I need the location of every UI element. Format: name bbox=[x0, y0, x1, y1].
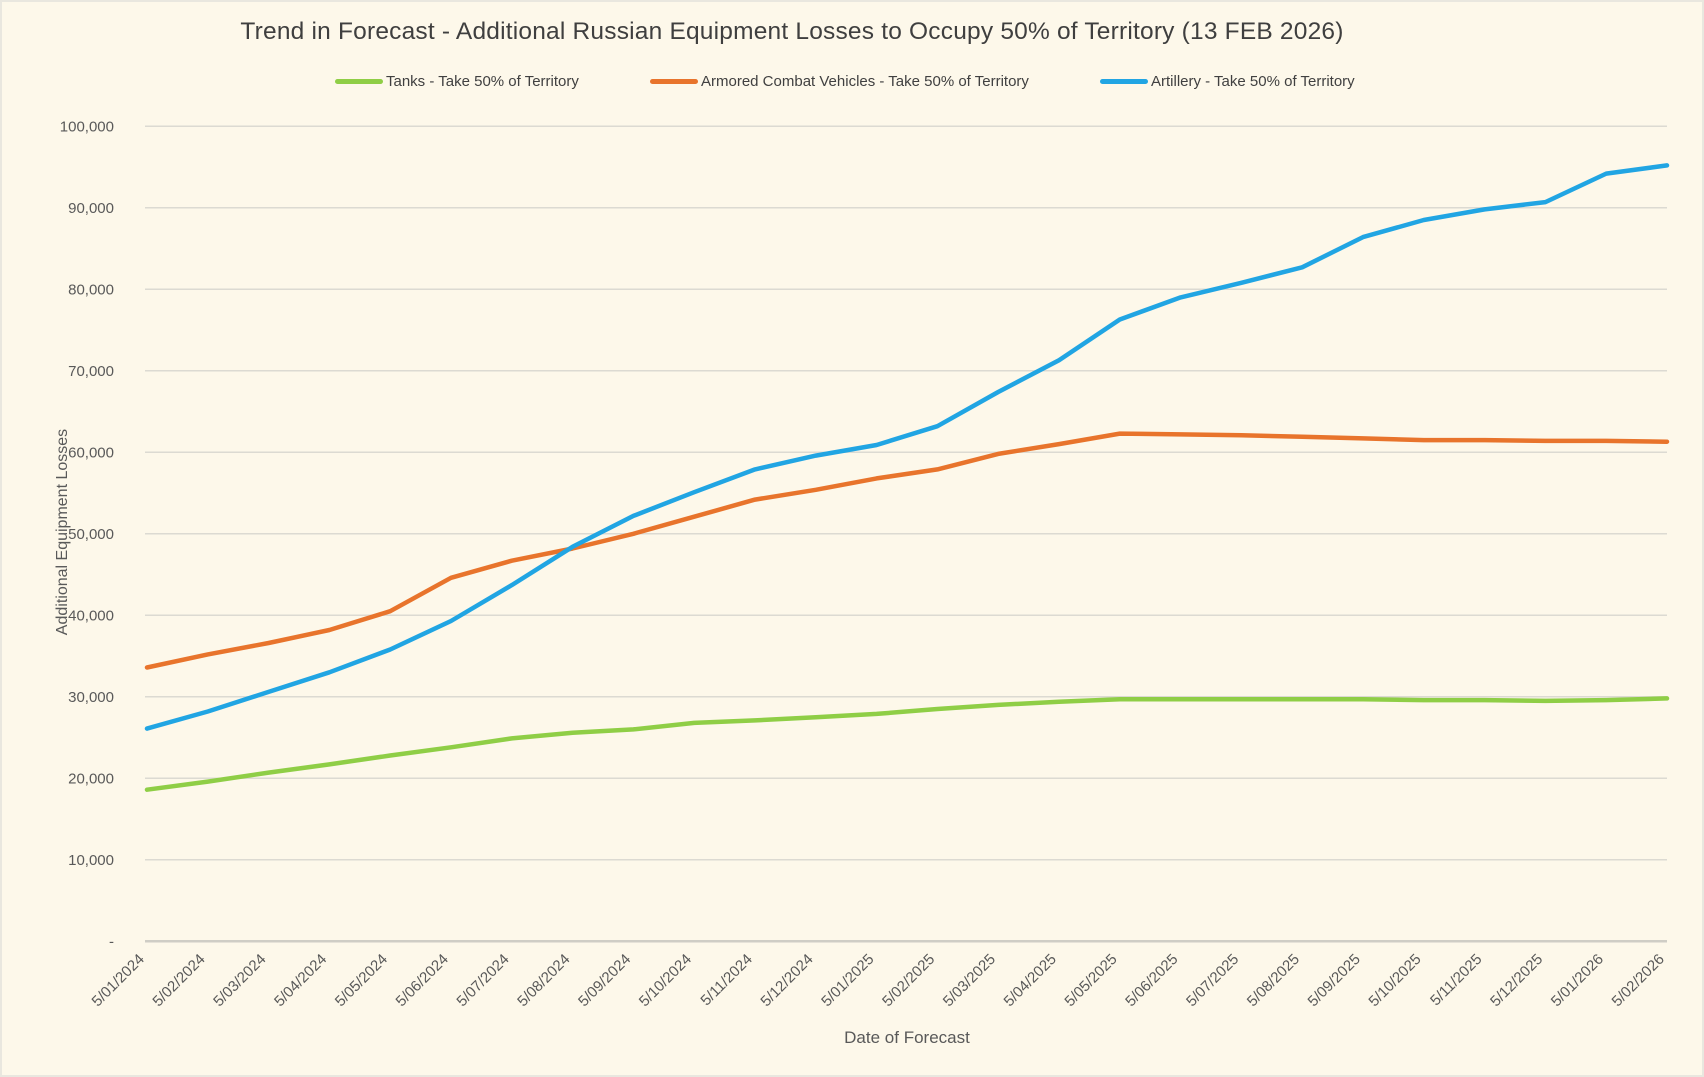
x-tick-label: 5/04/2025 bbox=[1001, 951, 1060, 1010]
x-tick-label: 5/03/2025 bbox=[940, 951, 999, 1010]
y-axis-title: Additional Equipment Losses bbox=[54, 428, 71, 636]
x-tick-label: 5/12/2024 bbox=[757, 951, 816, 1010]
x-tick-label: 5/10/2024 bbox=[636, 951, 695, 1010]
x-tick-label: 5/07/2025 bbox=[1183, 951, 1242, 1010]
x-tick-label: 5/05/2024 bbox=[332, 951, 391, 1010]
y-tick-label: 70,000 bbox=[68, 363, 114, 380]
series-line-artillery bbox=[144, 163, 1670, 731]
legend-item-artillery: Artillery - Take 50% of Territory bbox=[1100, 71, 1355, 91]
x-tick-label: 5/01/2024 bbox=[89, 951, 148, 1010]
x-tick-label: 5/09/2024 bbox=[575, 951, 634, 1010]
legend-label: Tanks - Take 50% of Territory bbox=[386, 72, 579, 90]
x-tick-label: 5/08/2025 bbox=[1244, 951, 1303, 1010]
y-tick-label: 20,000 bbox=[68, 770, 114, 787]
series-line-tanks bbox=[144, 696, 1670, 792]
x-tick-label: 5/11/2024 bbox=[697, 951, 755, 1009]
x-tick-label: 5/01/2026 bbox=[1548, 951, 1607, 1010]
x-tick-label: 5/06/2025 bbox=[1122, 951, 1181, 1010]
y-tick-label: 10,000 bbox=[68, 852, 114, 869]
y-tick-label: 40,000 bbox=[68, 607, 114, 624]
chart-title: Trend in Forecast - Additional Russian E… bbox=[240, 18, 1344, 45]
x-tick-label: 5/11/2025 bbox=[1427, 951, 1485, 1009]
legend-item-armored-combat-vehicles: Armored Combat Vehicles - Take 50% of Te… bbox=[650, 71, 1029, 91]
x-tick-label: 5/12/2025 bbox=[1487, 951, 1546, 1010]
x-tick-label: 5/04/2024 bbox=[271, 951, 330, 1010]
x-tick-label: 5/01/2025 bbox=[818, 951, 877, 1010]
y-tick-label: 100,000 bbox=[60, 118, 114, 135]
y-tick-label: 50,000 bbox=[68, 526, 114, 543]
x-axis-title: Date of Forecast bbox=[844, 1028, 970, 1047]
y-tick-label: 30,000 bbox=[68, 689, 114, 706]
x-tick-label: 5/02/2025 bbox=[879, 951, 938, 1010]
x-tick-label: 5/06/2024 bbox=[393, 951, 452, 1010]
y-tick-label: 90,000 bbox=[68, 200, 114, 217]
x-tick-label: 5/03/2024 bbox=[210, 951, 269, 1010]
legend-item-tanks: Tanks - Take 50% of Territory bbox=[335, 71, 579, 91]
x-tick-label: 5/02/2026 bbox=[1609, 951, 1668, 1010]
x-tick-label: 5/09/2025 bbox=[1305, 951, 1364, 1010]
y-tick-label: - bbox=[109, 933, 114, 950]
x-tick-label: 5/02/2024 bbox=[149, 951, 208, 1010]
series-line-armored-combat-vehicles bbox=[144, 431, 1670, 670]
legend-swatch-armored-combat-vehicles bbox=[650, 78, 698, 84]
legend-label: Artillery - Take 50% of Territory bbox=[1151, 72, 1355, 90]
y-tick-label: 60,000 bbox=[68, 444, 114, 461]
x-tick-label: 5/10/2025 bbox=[1365, 951, 1424, 1010]
legend-swatch-artillery bbox=[1100, 78, 1148, 84]
x-tick-label: 5/08/2024 bbox=[514, 951, 573, 1010]
x-tick-label: 5/05/2025 bbox=[1061, 951, 1120, 1010]
legend-label: Armored Combat Vehicles - Take 50% of Te… bbox=[701, 72, 1029, 90]
legend-swatch-tanks bbox=[335, 78, 383, 84]
x-tick-label: 5/07/2024 bbox=[453, 951, 512, 1010]
y-tick-label: 80,000 bbox=[68, 281, 114, 298]
